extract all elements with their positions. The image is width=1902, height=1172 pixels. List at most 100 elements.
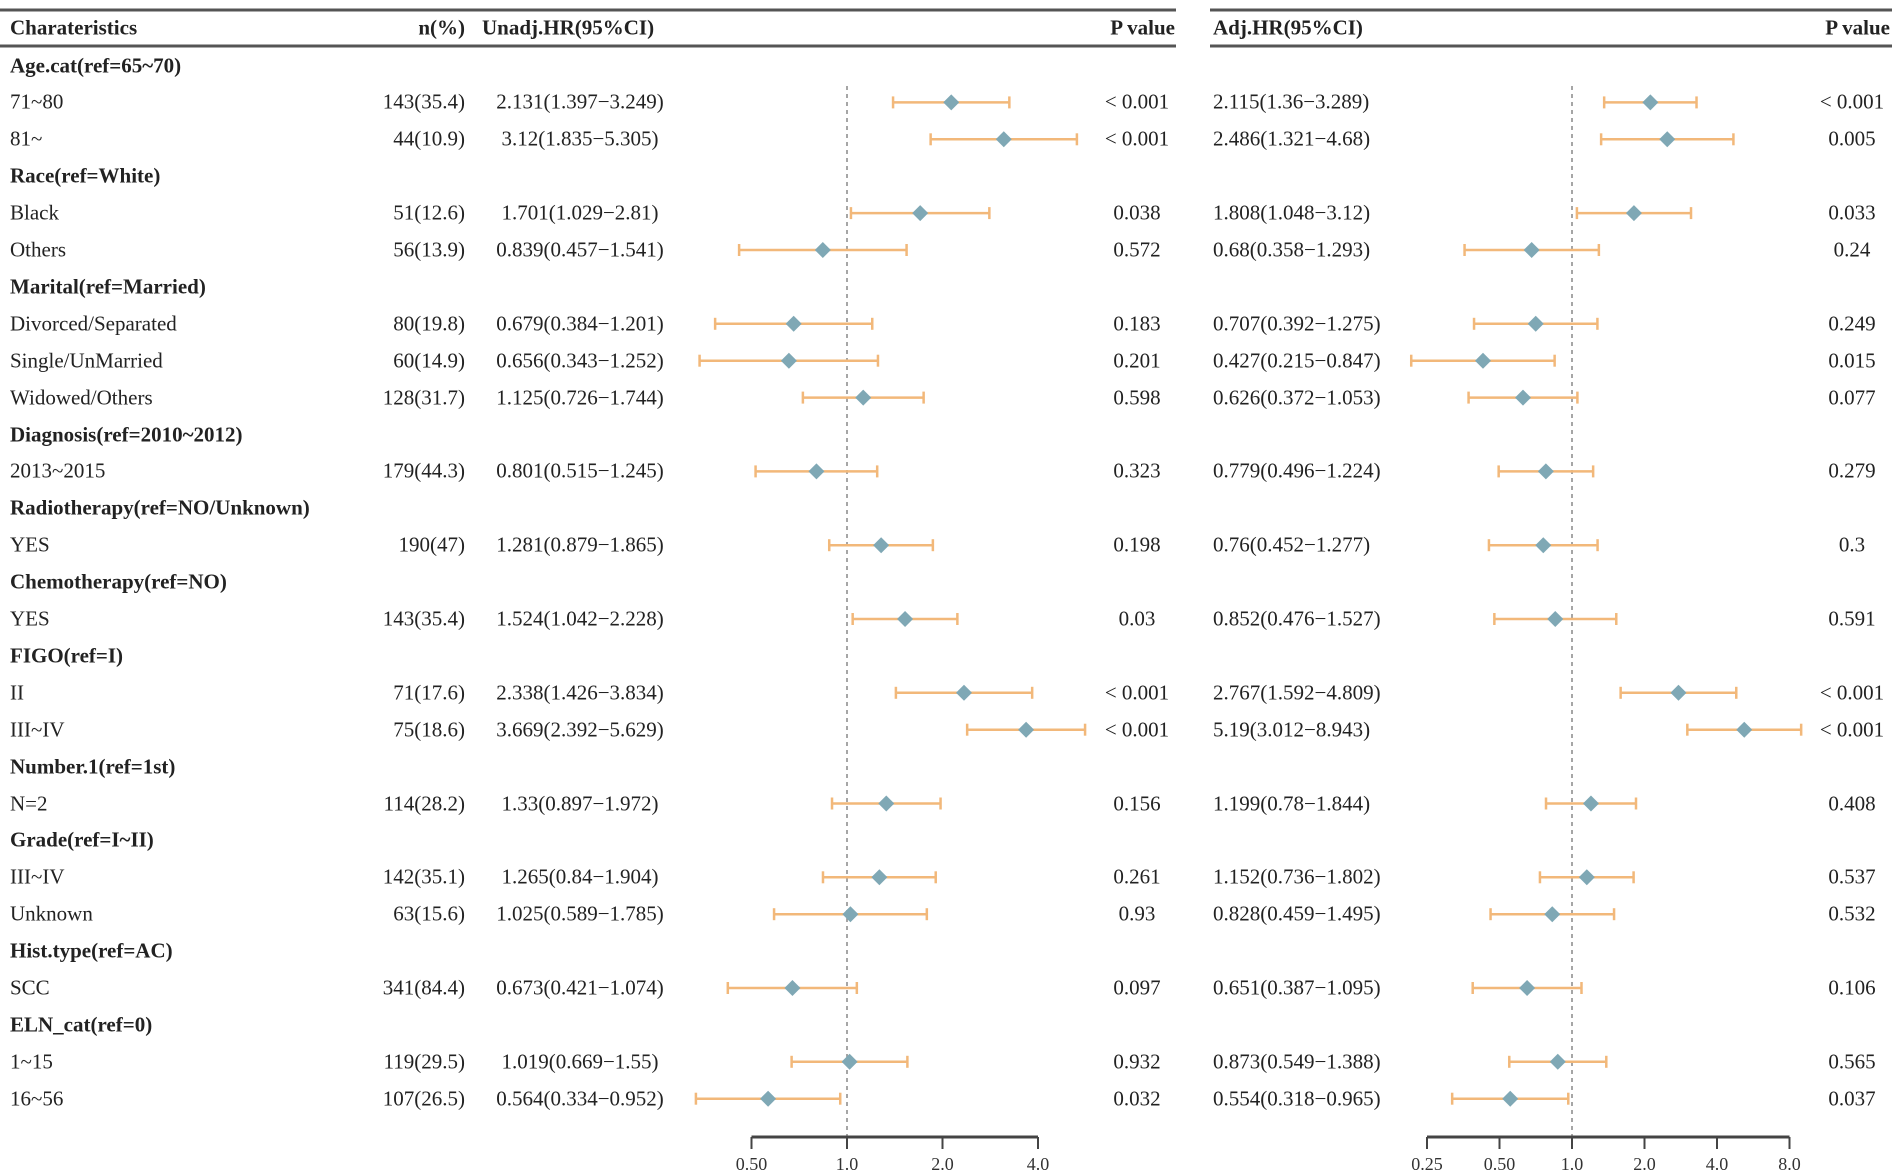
group-label: Number.1(ref=1st) [10, 754, 176, 779]
row-p-value-adj: 0.532 [1828, 901, 1876, 926]
row-adj-hr: 1.152(0.736−1.802) [1213, 864, 1381, 889]
row-n: 142(35.1) [382, 864, 465, 889]
row-n: 56(13.9) [393, 237, 465, 262]
row-p-value-unadj: 0.261 [1113, 864, 1161, 889]
header-p-value-1: P value [1110, 15, 1175, 40]
group-label: Age.cat(ref=65~70) [10, 53, 182, 77]
header-n: n(%) [418, 15, 465, 40]
hr-point-adj [1578, 869, 1595, 886]
hr-point-unadj [814, 242, 831, 258]
group-label: Race(ref=White) [10, 163, 161, 188]
row-p-value-unadj: 0.032 [1113, 1086, 1161, 1111]
row-p-value-unadj: 0.323 [1113, 458, 1161, 483]
hr-point-adj [1474, 352, 1491, 369]
row-p-value-unadj: 0.097 [1113, 975, 1161, 1000]
row-unadj-hr: 3.12(1.835−5.305) [501, 126, 659, 151]
hr-point-unadj [943, 94, 960, 111]
row-n: 44(10.9) [393, 126, 465, 151]
hr-point-adj [1670, 684, 1687, 701]
row-n: 119(29.5) [383, 1049, 465, 1074]
row-p-value-unadj: < 0.001 [1104, 680, 1170, 705]
row-p-value-adj: 0.537 [1828, 864, 1876, 889]
axis-adj-tick-label: 1.0 [1561, 1154, 1584, 1172]
axis-adj-tick-label: 0.50 [1484, 1154, 1516, 1172]
hr-point-unadj [808, 463, 825, 480]
row-label: YES [10, 532, 50, 557]
header-characteristics: Charateristics [10, 15, 138, 40]
hr-point-unadj [841, 1053, 858, 1070]
group-label: ELN_cat(ref=0) [10, 1012, 153, 1037]
hr-point-adj [1659, 131, 1676, 148]
row-adj-hr: 2.767(1.592−4.809) [1213, 680, 1381, 705]
group-label: Grade(ref=I~II) [10, 827, 154, 852]
row-n: 114(28.2) [383, 791, 465, 815]
row-unadj-hr: 1.701(1.029−2.81) [501, 200, 659, 225]
hr-point-adj [1547, 611, 1564, 627]
row-label: 16~56 [10, 1086, 64, 1111]
hr-point-adj [1523, 242, 1540, 258]
header-p-value-2: P value [1825, 15, 1890, 40]
row-unadj-hr: 3.669(2.392−5.629) [496, 717, 664, 742]
row-p-value-unadj: 0.93 [1118, 901, 1156, 926]
axis-unadj-tick-label: 0.50 [736, 1154, 768, 1172]
row-label: SCC [10, 975, 50, 1000]
group-label: Diagnosis(ref=2010~2012) [10, 422, 243, 446]
hr-point-adj [1527, 315, 1544, 332]
row-label: 81~ [10, 126, 43, 151]
hr-point-adj [1549, 1053, 1566, 1070]
row-label: 71~80 [10, 89, 64, 114]
group-label: Chemotherapy(ref=NO) [10, 569, 227, 594]
row-p-value-unadj: 0.156 [1113, 791, 1161, 815]
row-adj-hr: 0.873(0.549−1.388) [1213, 1049, 1381, 1074]
row-p-value-adj: 0.077 [1828, 385, 1876, 410]
row-adj-hr: 0.626(0.372−1.053) [1213, 385, 1381, 410]
row-n: 75(18.6) [393, 717, 465, 742]
row-unadj-hr: 1.524(1.042−2.228) [496, 606, 664, 631]
hr-point-adj [1736, 721, 1753, 738]
row-label: Unknown [10, 901, 93, 926]
row-p-value-unadj: < 0.001 [1104, 89, 1170, 114]
row-label: III~IV [10, 864, 65, 889]
row-label: Black [10, 200, 59, 225]
hr-point-unadj [760, 1090, 777, 1107]
hr-point-adj [1535, 537, 1552, 554]
row-p-value-unadj: 0.183 [1113, 311, 1161, 336]
hr-point-adj [1515, 389, 1532, 406]
axis-adj-tick-label: 8.0 [1778, 1154, 1801, 1172]
hr-point-unadj [842, 906, 859, 923]
row-adj-hr: 2.115(1.36−3.289) [1213, 89, 1370, 114]
hr-point-unadj [1018, 721, 1035, 738]
row-p-value-adj: < 0.001 [1819, 717, 1885, 742]
row-unadj-hr: 1.019(0.669−1.55) [501, 1049, 659, 1074]
row-n: 179(44.3) [382, 458, 465, 483]
row-p-value-unadj: < 0.001 [1104, 126, 1170, 151]
header-unadj-hr: Unadj.HR(95%CI) [482, 15, 655, 40]
row-n: 341(84.4) [382, 975, 465, 1000]
row-label: Widowed/Others [10, 385, 153, 410]
hr-point-adj [1537, 463, 1554, 480]
hr-point-adj [1519, 980, 1536, 996]
axis-unadj-tick-label: 2.0 [931, 1154, 954, 1172]
row-adj-hr: 0.852(0.476−1.527) [1213, 606, 1381, 631]
hr-point-unadj [912, 205, 929, 222]
row-n: 143(35.4) [382, 606, 465, 631]
row-label: II [10, 680, 24, 705]
axis-unadj-tick-label: 4.0 [1027, 1154, 1050, 1172]
row-label: 2013~2015 [10, 458, 106, 483]
row-p-value-unadj: < 0.001 [1104, 717, 1170, 742]
row-p-value-adj: 0.005 [1828, 126, 1876, 151]
hr-point-unadj [784, 980, 801, 996]
row-p-value-unadj: 0.201 [1113, 348, 1161, 373]
row-p-value-adj: 0.033 [1828, 200, 1876, 225]
row-n: 60(14.9) [393, 348, 465, 373]
hr-point-unadj [871, 869, 888, 886]
hr-point-adj [1582, 795, 1599, 812]
row-label: 1~15 [10, 1049, 53, 1074]
row-adj-hr: 0.828(0.459−1.495) [1213, 901, 1381, 926]
row-p-value-unadj: 0.198 [1113, 532, 1161, 557]
hr-point-unadj [785, 315, 802, 332]
row-adj-hr: 0.779(0.496−1.224) [1213, 458, 1381, 483]
row-p-value-adj: 0.037 [1828, 1086, 1876, 1111]
hr-point-unadj [780, 352, 797, 369]
